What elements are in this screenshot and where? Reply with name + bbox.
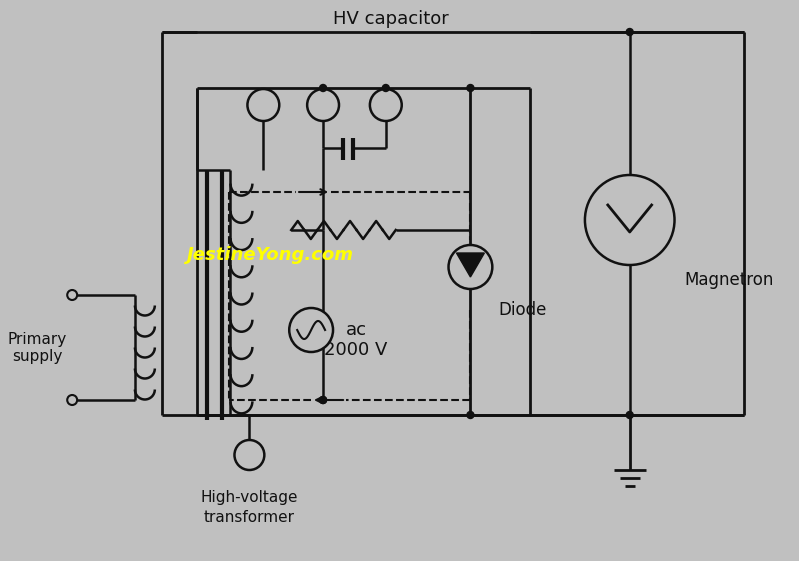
Text: HV capacitor: HV capacitor xyxy=(333,10,449,28)
Circle shape xyxy=(370,89,402,121)
Circle shape xyxy=(234,440,264,470)
Circle shape xyxy=(585,175,674,265)
Circle shape xyxy=(67,395,78,405)
Text: −: − xyxy=(378,96,393,114)
Circle shape xyxy=(382,85,389,91)
Circle shape xyxy=(320,397,327,403)
Text: +: + xyxy=(256,96,271,114)
Circle shape xyxy=(67,290,78,300)
Circle shape xyxy=(248,89,280,121)
Text: ac
2000 V: ac 2000 V xyxy=(324,320,388,360)
Text: −: − xyxy=(242,446,257,464)
Text: Primary
supply: Primary supply xyxy=(8,332,67,364)
Text: Diode: Diode xyxy=(499,301,547,319)
Circle shape xyxy=(467,85,474,91)
Text: High-voltage
transformer: High-voltage transformer xyxy=(201,490,298,525)
Circle shape xyxy=(467,412,474,419)
Circle shape xyxy=(320,85,327,91)
Text: JestineYong.com: JestineYong.com xyxy=(187,246,354,264)
Circle shape xyxy=(448,245,492,289)
Circle shape xyxy=(320,397,327,403)
Circle shape xyxy=(289,308,333,352)
Polygon shape xyxy=(456,253,484,277)
Circle shape xyxy=(307,89,339,121)
Text: +: + xyxy=(316,96,331,114)
Circle shape xyxy=(626,29,633,35)
Text: Magnetron: Magnetron xyxy=(685,271,774,289)
Circle shape xyxy=(626,412,633,419)
